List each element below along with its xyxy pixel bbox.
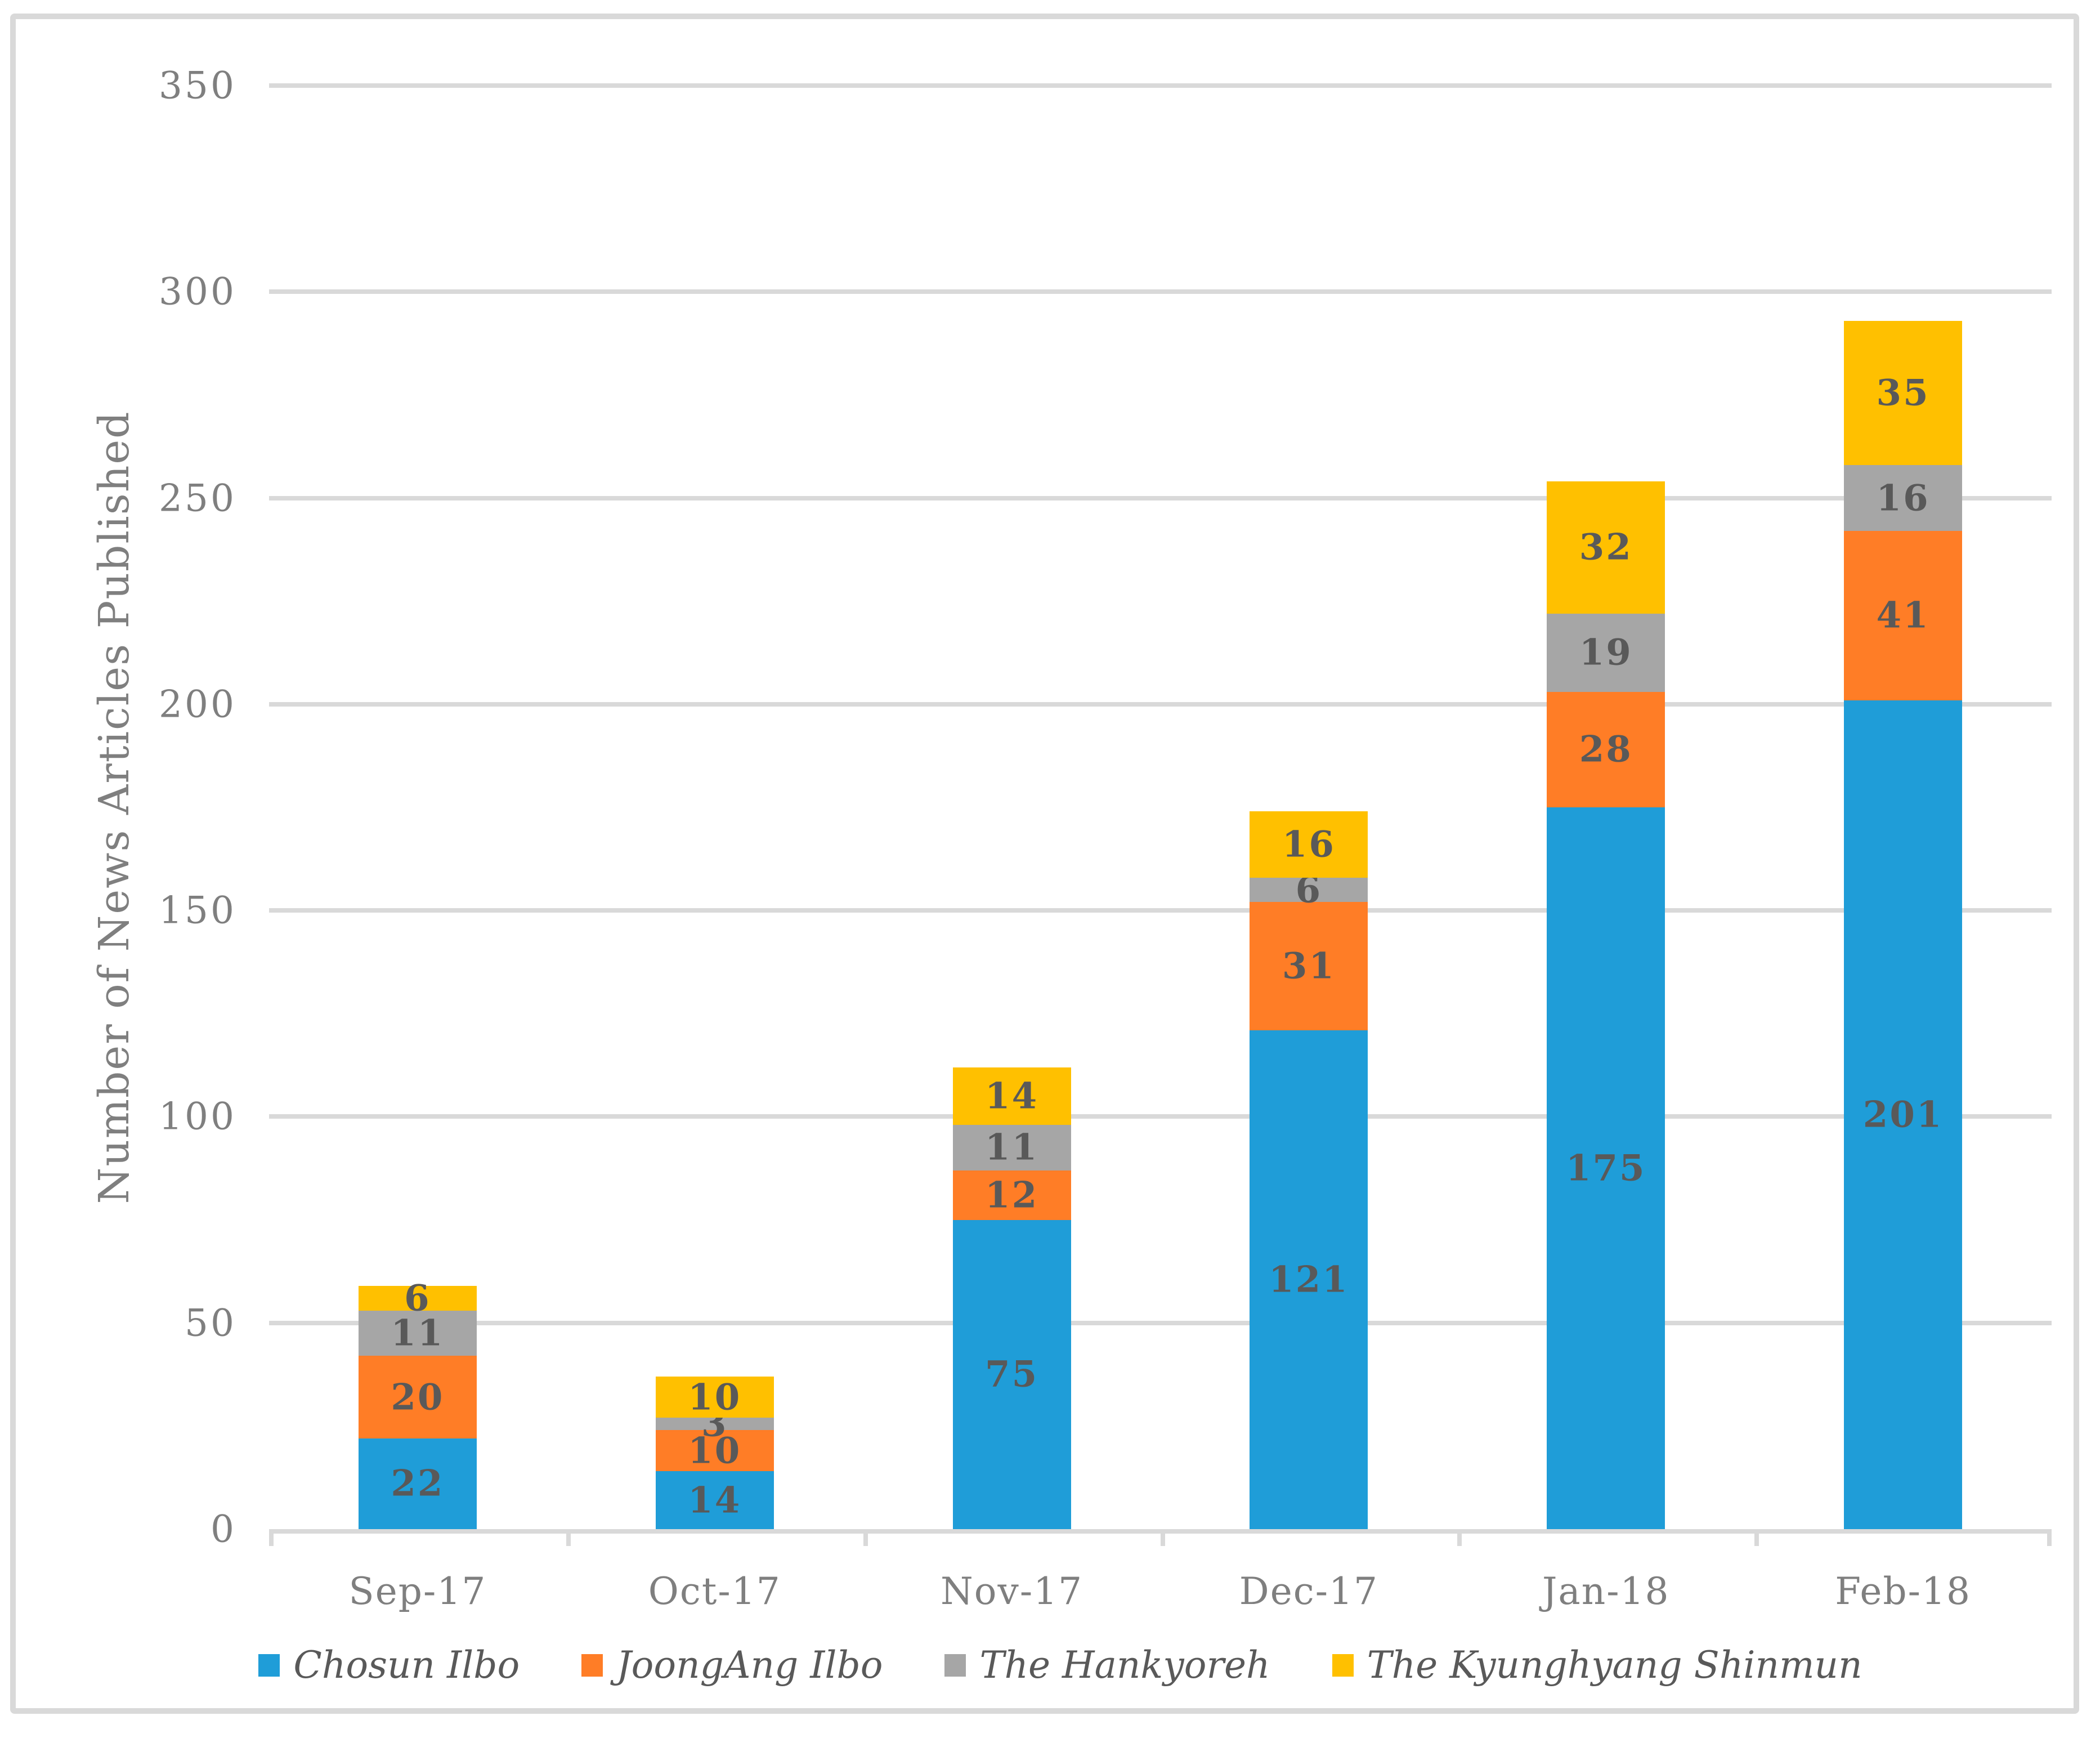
x-axis-tick bbox=[1754, 1529, 1759, 1546]
y-axis-tick-label: 50 bbox=[185, 1301, 236, 1345]
gridline bbox=[269, 1320, 2052, 1325]
legend-swatch-icon bbox=[944, 1654, 966, 1677]
gridline bbox=[269, 1114, 2052, 1119]
bar-segment-label: 28 bbox=[1579, 728, 1633, 771]
y-axis-tick-labels: 0 50 100 150 200 250 300 350 bbox=[16, 19, 236, 1708]
gridline bbox=[269, 83, 2052, 88]
gridline bbox=[269, 495, 2052, 501]
bar-segment: 6 bbox=[1250, 869, 1368, 911]
y-axis-tick-label: 100 bbox=[159, 1094, 236, 1138]
bar-segment-label: 20 bbox=[391, 1376, 445, 1419]
bar-segment-label: 22 bbox=[391, 1462, 445, 1505]
bar-segment: 16 bbox=[1844, 464, 1963, 531]
bar-segment-label: 10 bbox=[688, 1376, 742, 1419]
y-axis-tick-label: 300 bbox=[159, 270, 236, 314]
bar-segment-label: 16 bbox=[1282, 823, 1336, 866]
bar-segment-label: 6 bbox=[404, 1277, 431, 1320]
x-axis-category-label: Feb-18 bbox=[1835, 1570, 1971, 1613]
bar-segment-label: 19 bbox=[1579, 631, 1633, 674]
x-axis-tick bbox=[269, 1529, 274, 1546]
legend-label: JoongAng Ilbo bbox=[616, 1643, 883, 1687]
bar-segment-label: 16 bbox=[1876, 477, 1930, 520]
x-axis-category-label: Jan-18 bbox=[1542, 1570, 1670, 1613]
legend-item: Chosun Ilbo bbox=[258, 1643, 520, 1687]
bar-segment: 31 bbox=[1250, 902, 1368, 1030]
gridline bbox=[269, 702, 2052, 707]
legend-swatch-icon bbox=[258, 1654, 280, 1677]
bar-segment-label: 11 bbox=[391, 1312, 445, 1355]
bar-segment: 175 bbox=[1547, 807, 1665, 1529]
bar-segment: 121 bbox=[1250, 1030, 1368, 1529]
legend-swatch-icon bbox=[581, 1654, 603, 1677]
bar-segment: 10 bbox=[655, 1376, 774, 1419]
legend-label: The Kyunghyang Shinmun bbox=[1367, 1643, 1862, 1687]
bar-segment: 19 bbox=[1547, 613, 1665, 692]
bar-segment: 11 bbox=[952, 1125, 1071, 1170]
bar-segment: 201 bbox=[1844, 700, 1963, 1529]
legend: Chosun Ilbo JoongAng Ilbo The Hankyoreh The… bbox=[32, 1643, 2089, 1687]
y-axis-tick-label: 350 bbox=[159, 64, 236, 108]
bar-segment: 75 bbox=[952, 1219, 1071, 1529]
gridline bbox=[269, 908, 2052, 913]
bar-segment-label: 201 bbox=[1862, 1093, 1944, 1136]
x-axis-tick bbox=[2047, 1529, 2052, 1546]
x-axis-tick bbox=[1160, 1529, 1165, 1546]
bar-segment-label: 10 bbox=[688, 1429, 742, 1472]
bar-segment: 14 bbox=[655, 1471, 774, 1529]
bar-segment-label: 12 bbox=[985, 1174, 1039, 1217]
bar-segment-label: 35 bbox=[1876, 372, 1930, 414]
chart-border-frame: Number of News Articles Published 22 20 11… bbox=[10, 14, 2079, 1714]
legend-label: Chosun Ilbo bbox=[293, 1643, 520, 1687]
y-axis-tick-label: 250 bbox=[159, 476, 236, 520]
bar-segment: 41 bbox=[1844, 531, 1963, 700]
bar-segment: 22 bbox=[358, 1438, 477, 1529]
gridline bbox=[269, 289, 2052, 294]
bar-segment-label: 41 bbox=[1876, 594, 1930, 637]
x-axis-category-label: Sep-17 bbox=[348, 1570, 487, 1613]
x-axis-category-label: Nov-17 bbox=[941, 1570, 1083, 1613]
bar-segment: 10 bbox=[655, 1429, 774, 1472]
legend-item: The Kyunghyang Shinmun bbox=[1332, 1643, 1862, 1687]
y-axis-tick-label: 150 bbox=[159, 888, 236, 932]
bar-segment: 28 bbox=[1547, 691, 1665, 807]
bar-segment: 6 bbox=[358, 1277, 477, 1319]
bar-segment-label: 31 bbox=[1282, 945, 1336, 988]
x-axis-category-label: Oct-17 bbox=[648, 1570, 781, 1613]
bar-segment-label: 175 bbox=[1565, 1147, 1646, 1190]
x-axis-tick bbox=[863, 1529, 868, 1546]
bar-segment-label: 121 bbox=[1269, 1258, 1349, 1301]
bar-segment-label: 14 bbox=[985, 1075, 1039, 1118]
bar-segment: 20 bbox=[358, 1356, 477, 1438]
legend-item: The Hankyoreh bbox=[944, 1643, 1270, 1687]
bar-segment: 16 bbox=[1250, 811, 1368, 878]
x-axis-tick bbox=[566, 1529, 571, 1546]
plot-area: 22 20 11 6 14 10 3 10 75 12 11 14 121 31 6 16 175 28 19 32 2… bbox=[269, 83, 2052, 1546]
y-axis-tick-label: 200 bbox=[159, 682, 236, 726]
bar-segment-label: 14 bbox=[688, 1479, 742, 1522]
legend-item: JoongAng Ilbo bbox=[581, 1643, 883, 1687]
legend-swatch-icon bbox=[1332, 1654, 1354, 1677]
bar-segment-label: 75 bbox=[985, 1353, 1039, 1396]
bar-segment: 3 bbox=[655, 1403, 774, 1445]
bar-segment: 32 bbox=[1547, 481, 1665, 614]
bar-segment-label: 11 bbox=[985, 1126, 1039, 1169]
bar-segment: 12 bbox=[952, 1170, 1071, 1220]
legend-label: The Hankyoreh bbox=[979, 1643, 1270, 1687]
bar-segment: 35 bbox=[1844, 320, 1963, 465]
bar-segment-label: 32 bbox=[1579, 526, 1633, 569]
y-axis-tick-label: 0 bbox=[211, 1507, 236, 1551]
x-axis-category-label: Dec-17 bbox=[1239, 1570, 1379, 1613]
bar-segment: 14 bbox=[952, 1067, 1071, 1125]
bar-segment: 11 bbox=[358, 1310, 477, 1356]
x-axis-tick bbox=[1457, 1529, 1462, 1546]
